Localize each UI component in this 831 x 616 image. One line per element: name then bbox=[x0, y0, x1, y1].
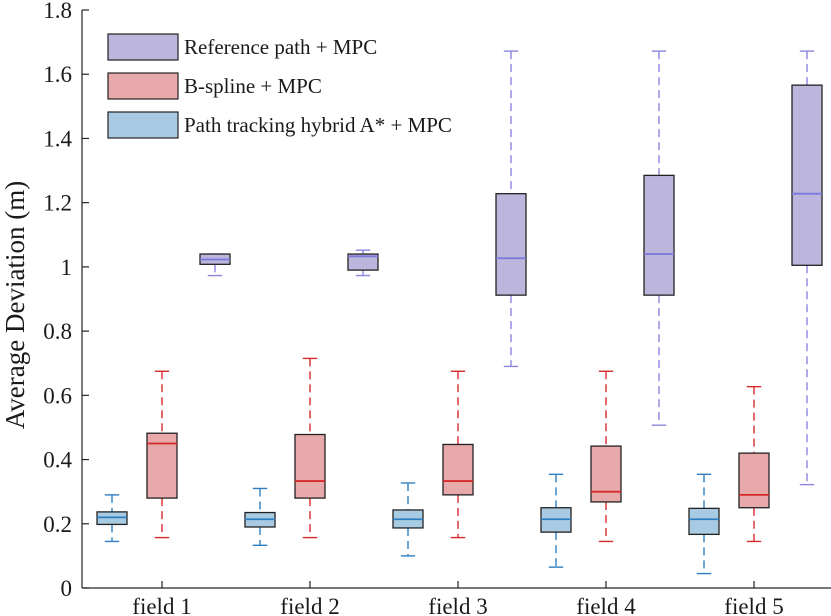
x-tick-label: field 5 bbox=[724, 594, 783, 616]
box-3-field-2 bbox=[347, 249, 379, 277]
legend-label: Reference path + MPC bbox=[184, 35, 377, 59]
box-1-field-1 bbox=[96, 494, 128, 543]
box-3-field-1 bbox=[199, 253, 231, 277]
y-tick-label: 0 bbox=[61, 576, 73, 601]
iqr-box bbox=[347, 253, 379, 271]
box-1-field-2 bbox=[244, 487, 276, 546]
box-3-field-4 bbox=[643, 50, 675, 426]
legend: Reference path + MPC B-spline + MPC Path t… bbox=[107, 33, 452, 139]
iqr-box bbox=[643, 174, 675, 296]
y-tick-label: 0.8 bbox=[43, 319, 72, 344]
x-tick-label: field 3 bbox=[428, 594, 487, 616]
x-tick-label: field 1 bbox=[132, 594, 191, 616]
legend-label: B-spline + MPC bbox=[184, 74, 322, 98]
box-2-field-2 bbox=[294, 357, 326, 539]
iqr-box bbox=[688, 507, 720, 536]
iqr-box bbox=[495, 193, 527, 296]
box-1-field-3 bbox=[392, 482, 424, 557]
legend-label: Path tracking hybrid A* + MPC bbox=[184, 113, 452, 137]
box-3-field-5 bbox=[791, 50, 823, 486]
iqr-box bbox=[791, 84, 823, 266]
legend-item: Path tracking hybrid A* + MPC bbox=[107, 111, 452, 139]
y-tick-label: 0.4 bbox=[43, 448, 72, 473]
iqr-box bbox=[738, 452, 770, 509]
box-3-field-3 bbox=[495, 50, 527, 368]
legend-swatch bbox=[107, 72, 179, 100]
y-tick-label: 1.6 bbox=[43, 62, 72, 87]
y-tick-label: 1.8 bbox=[43, 0, 72, 23]
y-tick-label: 1.2 bbox=[43, 191, 72, 216]
box-2-field-1 bbox=[146, 370, 178, 539]
x-tick-label: field 2 bbox=[280, 594, 339, 616]
y-tick-label: 1 bbox=[61, 255, 73, 280]
y-tick-label: 0.2 bbox=[43, 512, 72, 537]
box-1-field-5 bbox=[688, 473, 720, 575]
legend-swatch bbox=[107, 111, 179, 139]
box-2-field-5 bbox=[738, 385, 770, 543]
iqr-box bbox=[590, 445, 622, 503]
legend-item: B-spline + MPC bbox=[107, 72, 322, 100]
plot-marks bbox=[96, 50, 823, 575]
y-tick-label: 1.4 bbox=[43, 126, 72, 151]
iqr-box bbox=[294, 433, 326, 499]
iqr-box bbox=[442, 443, 474, 496]
legend-item: Reference path + MPC bbox=[107, 33, 377, 61]
box-2-field-4 bbox=[590, 370, 622, 543]
box-2-field-3 bbox=[442, 370, 474, 539]
legend-swatch bbox=[107, 33, 179, 61]
box-1-field-4 bbox=[540, 473, 572, 568]
x-tick-label: field 4 bbox=[576, 594, 636, 616]
y-axis-title: Average Deviation (m) bbox=[0, 181, 30, 429]
y-tick-label: 0.6 bbox=[43, 383, 72, 408]
